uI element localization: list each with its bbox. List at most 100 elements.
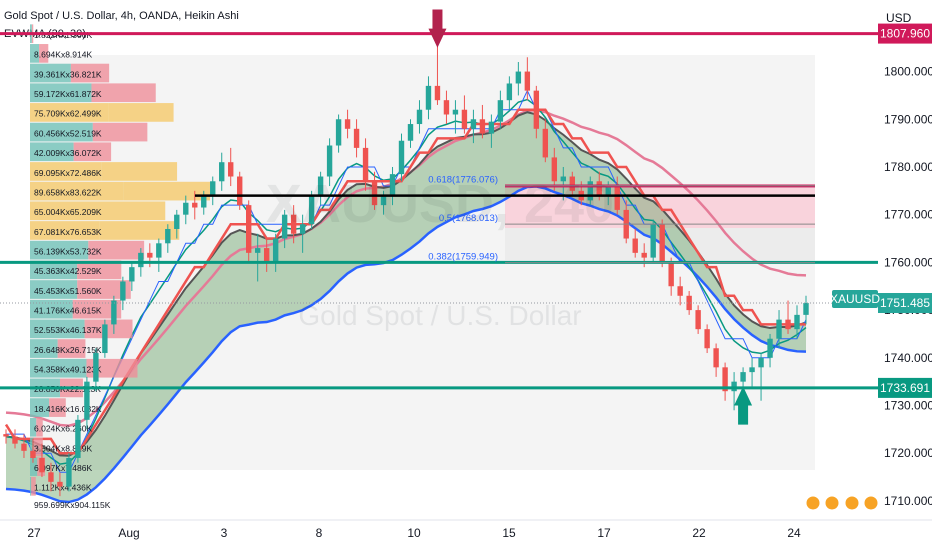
- volume-profile-row[interactable]: 75.709Kx62.499K: [30, 103, 174, 122]
- candle[interactable]: [317, 171, 324, 206]
- symbol-tag[interactable]: XAUUSD: [830, 290, 880, 308]
- event-icons[interactable]: [805, 495, 879, 511]
- candle[interactable]: [686, 291, 692, 315]
- volume-profile-row[interactable]: 8.694Kx8.914K: [30, 44, 92, 63]
- volume-profile-row[interactable]: 1.112Kx4.436K: [30, 476, 92, 496]
- candle[interactable]: [587, 176, 593, 206]
- candle[interactable]: [254, 233, 261, 282]
- candle[interactable]: [488, 114, 495, 148]
- volume-profile-row[interactable]: 39.361Kx36.821K: [30, 63, 110, 83]
- support-price-label[interactable]: 1733.691: [878, 377, 932, 398]
- candle[interactable]: [515, 62, 522, 96]
- volume-profile-row[interactable]: 56.139Kx53.732K: [30, 240, 145, 260]
- last-price-label[interactable]: 1751.485: [878, 293, 932, 314]
- candle[interactable]: [156, 238, 162, 272]
- candle[interactable]: [785, 300, 791, 334]
- candle[interactable]: [3, 429, 9, 444]
- candle[interactable]: [57, 472, 63, 497]
- candle[interactable]: [174, 209, 180, 239]
- candle[interactable]: [443, 90, 450, 125]
- candle[interactable]: [713, 343, 719, 377]
- candle[interactable]: [30, 438, 36, 463]
- flag-icon[interactable]: [863, 495, 879, 511]
- volume-profile-row[interactable]: 6.024Kx6.260K: [30, 417, 92, 437]
- candle[interactable]: [228, 147, 234, 187]
- volume-profile-row[interactable]: 45.363Kx42.529K: [30, 260, 122, 280]
- candle[interactable]: [12, 429, 18, 449]
- candle[interactable]: [48, 462, 54, 492]
- candle[interactable]: [129, 262, 135, 292]
- candle[interactable]: [21, 434, 27, 458]
- candle[interactable]: [506, 76, 513, 110]
- candle[interactable]: [668, 257, 674, 296]
- candle[interactable]: [758, 353, 764, 401]
- candle[interactable]: [542, 119, 549, 163]
- volume-profile-row[interactable]: 41.176Kx46.615K: [30, 299, 122, 319]
- candle[interactable]: [210, 176, 216, 206]
- volume-profile-row[interactable]: 67.081Kx76.653K: [30, 221, 180, 240]
- volume-profile-row[interactable]: 52.553Kx46.137K: [30, 319, 133, 339]
- candle[interactable]: [677, 276, 683, 306]
- candle[interactable]: [66, 453, 72, 492]
- candle[interactable]: [650, 219, 656, 263]
- candle[interactable]: [524, 57, 531, 101]
- candle[interactable]: [551, 147, 558, 191]
- candle[interactable]: [416, 100, 423, 134]
- volume-profile-row[interactable]: 89.658Kx83.622K: [30, 181, 210, 201]
- candle[interactable]: [632, 228, 638, 258]
- flag-icon[interactable]: [805, 495, 821, 511]
- volume-profile-row[interactable]: 42.009Kx36.072K: [30, 142, 112, 162]
- volume-profile-row[interactable]: 3.504Kx8.819K: [30, 437, 92, 457]
- candle[interactable]: [722, 362, 728, 401]
- candle[interactable]: [111, 295, 117, 334]
- candle[interactable]: [39, 443, 45, 478]
- resistance-price-label[interactable]: 1807.960: [878, 23, 932, 44]
- candle[interactable]: [461, 95, 468, 134]
- candle[interactable]: [533, 85, 540, 139]
- candle[interactable]: [389, 166, 396, 206]
- candle[interactable]: [335, 114, 342, 153]
- candle[interactable]: [263, 238, 270, 272]
- candle[interactable]: [84, 376, 90, 430]
- candle[interactable]: [659, 219, 665, 268]
- candle[interactable]: [452, 100, 459, 134]
- candle[interactable]: [425, 76, 432, 120]
- candle[interactable]: [695, 305, 701, 334]
- candle[interactable]: [803, 295, 809, 325]
- candle[interactable]: [353, 119, 360, 158]
- volume-profile-row[interactable]: 54.358Kx49.123K: [30, 358, 138, 378]
- volume-profile-row[interactable]: 26.648Kx26.715K: [30, 339, 102, 358]
- candle[interactable]: [326, 138, 333, 187]
- volume-profile-row[interactable]: 69.095Kx72.486K: [30, 162, 178, 181]
- candle[interactable]: [219, 152, 225, 191]
- candle[interactable]: [183, 195, 189, 225]
- volume-profile-row[interactable]: 18.416Kx16.032K: [30, 398, 102, 417]
- volume-profile-row[interactable]: 65.004Kx65.209K: [30, 201, 166, 221]
- candle[interactable]: [704, 324, 710, 354]
- candle[interactable]: [75, 415, 81, 463]
- candle[interactable]: [569, 171, 575, 196]
- candle[interactable]: [470, 109, 477, 144]
- candle[interactable]: [344, 109, 351, 139]
- candle[interactable]: [237, 171, 243, 210]
- sell-arrow-icon[interactable]: [428, 9, 447, 48]
- candle[interactable]: [281, 209, 288, 249]
- candle[interactable]: [749, 357, 755, 387]
- candle[interactable]: [479, 104, 486, 139]
- candle[interactable]: [407, 119, 414, 148]
- volume-profile-row[interactable]: 60.456Kx52.519K: [30, 122, 148, 142]
- candle[interactable]: [192, 190, 198, 220]
- candle[interactable]: [102, 319, 108, 358]
- candle[interactable]: [308, 190, 315, 229]
- candle[interactable]: [371, 171, 378, 210]
- candle[interactable]: [497, 90, 504, 129]
- candle[interactable]: [794, 305, 800, 339]
- buy-arrow-icon[interactable]: [734, 386, 753, 425]
- candle[interactable]: [362, 138, 369, 191]
- candle[interactable]: [165, 224, 171, 253]
- candle[interactable]: [93, 348, 99, 392]
- candle[interactable]: [299, 214, 306, 253]
- candle[interactable]: [290, 205, 297, 244]
- volume-profile-row[interactable]: 45.453Kx51.560K: [30, 280, 131, 299]
